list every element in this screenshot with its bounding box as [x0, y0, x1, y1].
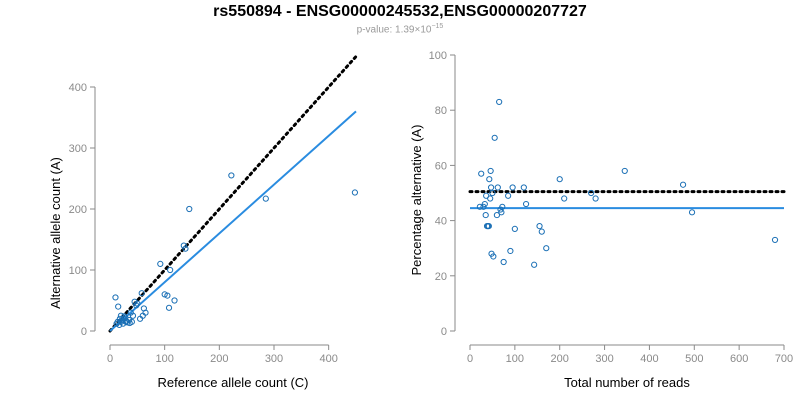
- x-tick-label: 300: [265, 353, 283, 365]
- y-tick-label: 100: [69, 265, 87, 277]
- data-point: [481, 200, 488, 208]
- data-point: [487, 195, 494, 202]
- data-point: [171, 297, 178, 304]
- chart-subtitle: p-value: 1.39×10−15: [0, 23, 800, 35]
- data-point: [531, 261, 538, 268]
- x-tick-label: 400: [640, 353, 658, 365]
- data-point: [499, 203, 506, 210]
- data-point: [476, 203, 483, 210]
- data-point: [134, 300, 141, 307]
- percentage-panel: 0 100 200 300 400 500 600 700 0 20 40 60 80 100 Total …: [409, 50, 793, 390]
- x-axis-label: Reference allele count (C): [157, 375, 308, 390]
- x-tick-label: 700: [775, 353, 793, 365]
- y-tick-label: 60: [435, 160, 447, 172]
- data-point: [561, 195, 568, 202]
- data-point: [128, 318, 135, 325]
- data-point: [679, 181, 687, 188]
- x-tick-label: 500: [685, 353, 703, 365]
- expected-ratio-line: [108, 55, 358, 333]
- data-point: [520, 184, 527, 191]
- data-point: [489, 189, 496, 197]
- fit-line: [109, 110, 357, 332]
- data-point: [511, 225, 518, 232]
- data-point: [121, 313, 128, 320]
- data-point: [186, 205, 193, 213]
- p-value-mantissa: 1.39: [395, 24, 415, 36]
- data-point: [482, 211, 489, 219]
- y-tick-label: 300: [69, 143, 87, 155]
- y-axis-label: Alternative allele count (A): [48, 157, 63, 309]
- y-tick-label: 100: [429, 50, 447, 62]
- x-tick-label: 600: [730, 353, 748, 365]
- y-tick-label: 0: [441, 326, 447, 338]
- data-point: [491, 134, 498, 141]
- x-tick-label: 0: [467, 353, 473, 365]
- y-axis-label: Percentage alternative (A): [409, 124, 424, 275]
- chart-title: rs550894 - ENSG00000245532,ENSG000002077…: [213, 3, 587, 20]
- y-tick-label: 400: [69, 82, 87, 94]
- data-point: [142, 309, 149, 316]
- data-point: [478, 170, 485, 177]
- data-point: [116, 321, 123, 328]
- data-point: [138, 290, 145, 297]
- data-point: [592, 195, 599, 202]
- data-point: [771, 236, 779, 244]
- data-point: [112, 294, 119, 301]
- data-point: [182, 245, 189, 252]
- x-tick-label: 200: [210, 353, 228, 365]
- data-point: [538, 228, 545, 235]
- x-tick-label: 100: [155, 353, 173, 365]
- data-point: [483, 192, 490, 199]
- data-point: [494, 184, 501, 191]
- data-point: [351, 189, 359, 196]
- data-point: [164, 292, 171, 299]
- x-tick-label: 200: [551, 353, 569, 365]
- p-value-exponent: −15: [431, 23, 444, 30]
- data-point: [490, 253, 497, 260]
- x-tick-label: 100: [506, 353, 524, 365]
- data-point: [509, 184, 516, 191]
- data-point: [505, 192, 512, 199]
- data-point: [688, 209, 696, 216]
- data-point: [507, 247, 514, 255]
- y-tick-label: 20: [435, 271, 447, 283]
- y-tick-label: 0: [81, 326, 87, 338]
- data-point: [556, 176, 563, 183]
- x-tick-label: 300: [595, 353, 613, 365]
- data-point: [115, 303, 122, 310]
- data-point: [486, 176, 493, 183]
- y-tick-label: 40: [435, 216, 447, 228]
- data-point: [157, 260, 164, 267]
- data-point: [167, 266, 174, 274]
- p-value-label: p-value:: [356, 24, 393, 36]
- data-point: [487, 167, 494, 175]
- p-value-times: ×: [414, 24, 421, 36]
- data-point: [228, 172, 235, 179]
- data-point: [543, 245, 550, 252]
- data-point: [536, 223, 543, 230]
- data-point: [487, 184, 495, 191]
- data-point: [262, 195, 269, 202]
- data-point: [522, 200, 530, 208]
- data-point: [621, 167, 628, 175]
- data-point: [588, 189, 595, 197]
- data-point: [493, 211, 501, 219]
- data-point: [129, 312, 137, 319]
- data-point: [500, 258, 507, 266]
- allele-count-panel: 0 100 200 300 400 0 100 200 300 400 Reference alle…: [48, 55, 359, 390]
- x-axis-label: Total number of reads: [564, 375, 690, 390]
- data-point: [496, 98, 503, 106]
- data-point: [485, 223, 492, 230]
- p-value-base: 10: [420, 24, 432, 36]
- data-point: [165, 304, 173, 311]
- x-tick-label: 0: [107, 353, 113, 365]
- y-tick-label: 200: [69, 204, 87, 216]
- x-tick-label: 400: [319, 353, 337, 365]
- y-tick-label: 80: [435, 105, 447, 117]
- data-point: [180, 242, 187, 249]
